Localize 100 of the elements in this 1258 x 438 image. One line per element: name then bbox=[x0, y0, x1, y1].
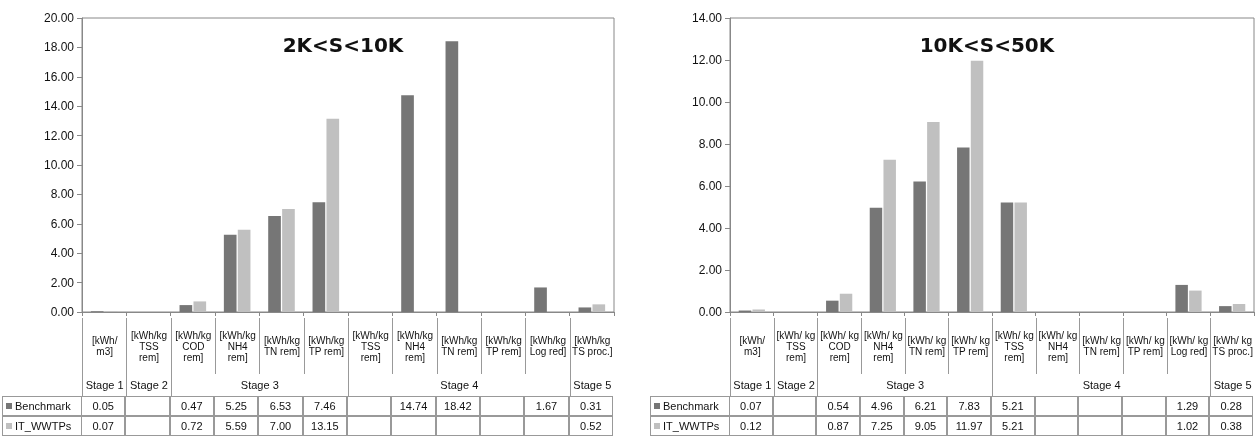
data-label: 5.21 bbox=[991, 396, 1035, 416]
x-tick-label: [kWh/kg TN rem] bbox=[259, 318, 304, 374]
x-tick-label: [kWh/kg TP rem] bbox=[481, 318, 526, 374]
x-tick-label: [kWh/kg TP rem] bbox=[303, 318, 348, 374]
x-tick-label: [kWh/kg TSS rem] bbox=[348, 318, 393, 374]
y-tick-label: 10.00 bbox=[43, 158, 75, 172]
bar bbox=[883, 159, 896, 312]
bar bbox=[1175, 284, 1188, 312]
text: Stage 3 bbox=[817, 374, 992, 396]
text: Stage 5 bbox=[569, 374, 614, 396]
x-tick-label: [kWh/kg TSS rem] bbox=[126, 318, 171, 374]
bar bbox=[970, 60, 984, 312]
x-tick-label: [kWh/kg TS proc.] bbox=[569, 318, 614, 374]
legend-label: Benchmark bbox=[663, 399, 719, 412]
data-label: 7.83 bbox=[947, 396, 991, 416]
x-tick-label: [kWh/ kg TSS rem] bbox=[773, 318, 818, 374]
bar bbox=[193, 301, 207, 312]
y-tick-label: 0.00 bbox=[50, 305, 75, 319]
x-tick-label: [kWh/ m3] bbox=[82, 318, 127, 374]
y-tick-label: 14.00 bbox=[43, 99, 75, 114]
text: 2K<S<10K bbox=[282, 33, 405, 57]
data-label: 0.05 bbox=[81, 396, 126, 416]
text: Stage 2 bbox=[126, 374, 171, 396]
y-tick-label: 6.00 bbox=[698, 179, 723, 193]
x-tick-label: [kWh/ kg TSS rem] bbox=[992, 318, 1036, 374]
text: Stage 2 bbox=[773, 374, 818, 396]
data-label: 0.28 bbox=[1209, 396, 1253, 416]
data-label: 18.42 bbox=[435, 396, 480, 416]
bar bbox=[752, 309, 765, 312]
bar bbox=[268, 216, 281, 312]
y-tick-label: 4.00 bbox=[698, 221, 723, 235]
y-tick-label: 12.00 bbox=[43, 128, 75, 143]
bar bbox=[592, 304, 606, 312]
bar bbox=[237, 229, 251, 312]
bar bbox=[1189, 290, 1202, 312]
data-label: 0.31 bbox=[568, 396, 613, 416]
text: 10K<S<50K bbox=[919, 33, 1056, 57]
bar bbox=[927, 121, 940, 312]
x-tick-label: [kWh/kg TN rem] bbox=[436, 318, 481, 374]
data-label: 11.97 bbox=[947, 416, 991, 436]
x-tick-label: [kWh/ kg NH4 rem] bbox=[1035, 318, 1080, 374]
x-tick-label: [kWh/kg Log red] bbox=[525, 318, 570, 374]
text: Stage 5 bbox=[1210, 374, 1254, 396]
x-tick-label: [kWh/ kg TN rem] bbox=[1079, 318, 1123, 374]
y-tick-label: 2.00 bbox=[698, 263, 723, 277]
bar bbox=[826, 300, 839, 312]
data-label: 5.59 bbox=[214, 416, 259, 436]
text: Stage 3 bbox=[170, 374, 348, 396]
bar bbox=[326, 118, 340, 312]
text: Stage 4 bbox=[348, 374, 570, 396]
data-label: 1.02 bbox=[1165, 416, 1210, 436]
bar bbox=[179, 305, 193, 312]
y-tick-label: 6.00 bbox=[50, 216, 75, 231]
data-label: 0.54 bbox=[816, 396, 860, 416]
data-label: 1.29 bbox=[1165, 396, 1210, 416]
bar bbox=[913, 181, 926, 312]
bar bbox=[1014, 202, 1027, 312]
y-tick-label: 16.00 bbox=[43, 69, 75, 84]
data-label: 0.07 bbox=[81, 416, 126, 436]
y-tick-label: 4.00 bbox=[50, 246, 75, 261]
data-label: 0.87 bbox=[816, 416, 860, 436]
text: Stage 1 bbox=[730, 374, 774, 396]
y-tick-label: 2.00 bbox=[50, 275, 75, 290]
y-tick-label: 0.00 bbox=[698, 305, 723, 319]
bar bbox=[1232, 304, 1246, 312]
data-label: 0.72 bbox=[169, 416, 214, 436]
bar bbox=[312, 202, 326, 312]
text: Stage 1 bbox=[82, 374, 127, 396]
data-label: 5.21 bbox=[991, 416, 1035, 436]
data-label: 14.74 bbox=[391, 396, 436, 416]
y-tick-label: 14.00 bbox=[691, 11, 723, 25]
bar bbox=[445, 41, 459, 312]
data-label: 6.21 bbox=[903, 396, 948, 416]
legend-label: IT_WWTPs bbox=[663, 419, 720, 432]
text: Stage 4 bbox=[992, 374, 1211, 396]
bar bbox=[1000, 202, 1014, 312]
y-tick-label: 20.00 bbox=[43, 11, 75, 25]
x-tick-label: [kWh/ kg TP rem] bbox=[948, 318, 992, 374]
data-label: 4.96 bbox=[860, 396, 904, 416]
data-label: 7.00 bbox=[258, 416, 303, 436]
y-tick-label: 8.00 bbox=[50, 187, 75, 202]
y-tick-label: 10.00 bbox=[691, 95, 723, 109]
data-label: 0.52 bbox=[568, 416, 613, 436]
data-label: 6.53 bbox=[258, 396, 303, 416]
bar bbox=[839, 293, 853, 312]
data-label: 5.25 bbox=[214, 396, 259, 416]
legend-label: IT_WWTPs bbox=[15, 419, 72, 432]
x-tick-label: [kWh/ kg NH4 rem] bbox=[861, 318, 905, 374]
y-tick-label: 18.00 bbox=[43, 40, 75, 55]
legend-label: Benchmark bbox=[15, 399, 71, 412]
data-label: 0.38 bbox=[1209, 416, 1253, 436]
bar bbox=[282, 209, 295, 312]
data-label: 7.46 bbox=[302, 396, 347, 416]
x-tick-label: [kWh/ kg TP rem] bbox=[1123, 318, 1167, 374]
x-tick-label: [kWh/kg NH4 rem] bbox=[392, 318, 437, 374]
x-tick-label: [kWh/ kg Log red] bbox=[1166, 318, 1211, 374]
bar bbox=[1219, 306, 1232, 312]
bar bbox=[534, 287, 547, 312]
x-tick-label: [kWh/ kg TS proc.] bbox=[1210, 318, 1254, 374]
bar bbox=[957, 147, 970, 312]
